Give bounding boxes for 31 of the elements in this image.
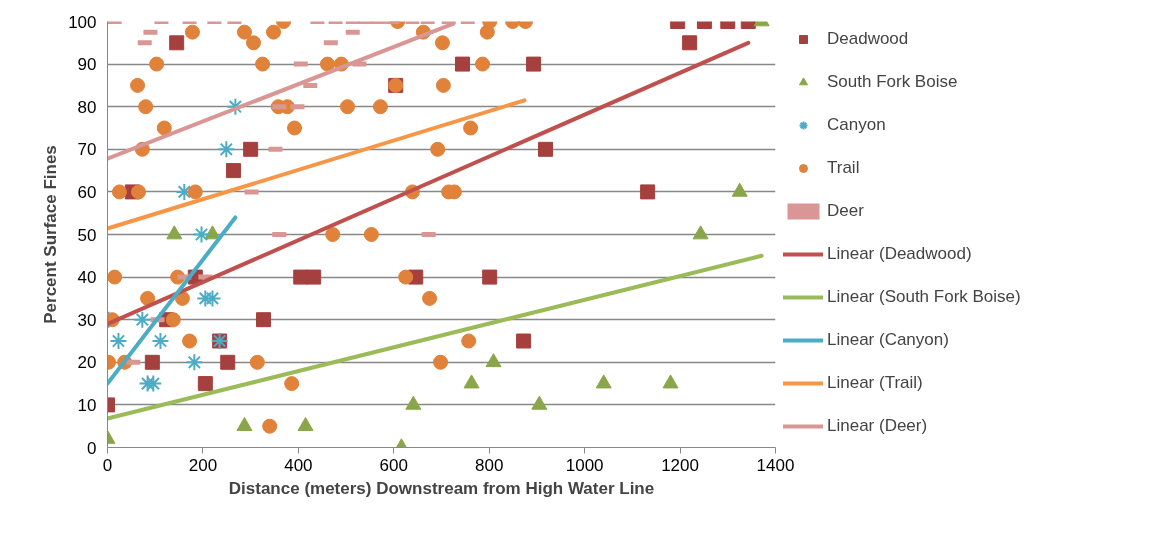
x-axis-title: Distance (meters) Downstream from High Water Line — [228, 478, 655, 498]
legend-label: Deadwood — [827, 29, 909, 49]
legend-label: Linear (Trail) — [827, 373, 923, 393]
legend-label: South Fork Boise — [827, 72, 958, 92]
x-tick-label: 600 — [379, 455, 408, 475]
x-tick-label: 400 — [284, 455, 313, 475]
y-tick-label: 80 — [77, 97, 97, 117]
y-tick-label: 0 — [87, 438, 97, 458]
legend-label: Linear (Deadwood) — [827, 244, 972, 264]
y-tick-label: 100 — [68, 12, 97, 32]
y-tick-label: 10 — [77, 395, 97, 415]
legend-label: Linear (Deer) — [827, 416, 928, 436]
x-tick-label: 200 — [188, 455, 218, 475]
y-tick-label: 20 — [77, 353, 97, 373]
y-tick-label: 90 — [77, 55, 97, 75]
x-tick-label: 0 — [102, 455, 113, 475]
y-tick-label: 40 — [77, 268, 97, 288]
x-tick-label: 1000 — [565, 455, 604, 475]
x-tick-label: 1400 — [756, 455, 795, 475]
y-tick-label: 30 — [77, 310, 97, 330]
x-tick-label: 1200 — [661, 455, 699, 475]
x-tick-label: 800 — [475, 455, 504, 475]
y-tick-label: 70 — [77, 140, 97, 160]
legend-label: Linear (Canyon) — [827, 330, 949, 350]
legend-label: Trail — [827, 158, 860, 178]
legend-label: Linear (South Fork Boise) — [827, 287, 1021, 307]
y-tick-label: 60 — [77, 182, 97, 202]
y-axis-title: Percent Surface Fines — [41, 145, 61, 324]
legend-label: Canyon — [827, 115, 886, 135]
legend-label: Deer — [827, 201, 864, 221]
y-tick-label: 50 — [77, 225, 97, 245]
